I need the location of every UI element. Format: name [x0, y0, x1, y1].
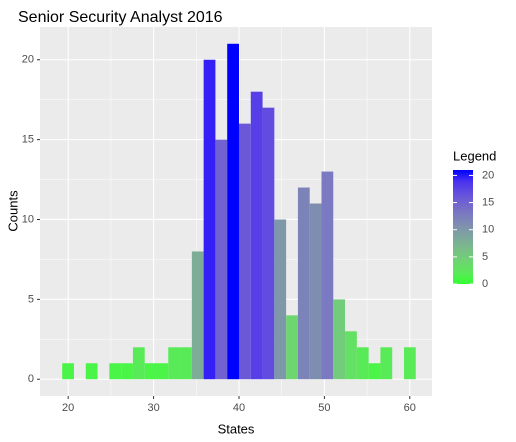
bar [109, 363, 122, 380]
bar [203, 59, 216, 380]
bar [380, 347, 393, 380]
legend-colorbar [453, 170, 473, 284]
bar [403, 347, 416, 380]
x-tick-label: 60 [404, 402, 416, 414]
bar [250, 91, 263, 380]
x-tick-label: 30 [147, 402, 159, 414]
y-tick-label: 0 [28, 373, 34, 385]
legend-tick-label: 15 [482, 196, 494, 208]
bar [356, 347, 369, 380]
bar [274, 219, 287, 380]
x-tick-label: 20 [62, 402, 74, 414]
bar [345, 331, 357, 380]
chart-title: Senior Security Analyst 2016 [18, 9, 223, 26]
y-tick-label: 10 [22, 213, 34, 225]
x-axis-label: States [218, 421, 255, 436]
bar [132, 347, 145, 380]
x-tick-label: 40 [233, 402, 245, 414]
legend-title: Legend [453, 148, 496, 163]
bar [238, 123, 251, 380]
bar [333, 299, 346, 380]
bar [262, 107, 275, 380]
bar [368, 363, 381, 380]
bar [85, 363, 98, 380]
bar [215, 139, 228, 380]
bar [180, 347, 192, 380]
bar [191, 251, 204, 380]
bar [227, 43, 239, 380]
bar [144, 363, 157, 380]
bar [286, 315, 298, 380]
legend-tick-label: 20 [482, 169, 494, 181]
bar [168, 347, 181, 380]
bar [121, 363, 133, 380]
y-axis-label: Counts [5, 190, 20, 232]
x-tick-label: 50 [318, 402, 330, 414]
bar [309, 203, 322, 380]
legend-tick-label: 0 [482, 278, 488, 290]
y-tick-label: 15 [22, 134, 34, 146]
bar [321, 171, 334, 380]
legend-tick-label: 10 [482, 224, 494, 236]
bar [62, 363, 74, 380]
bar [156, 363, 169, 380]
bar [297, 187, 310, 380]
legend-tick-label: 5 [482, 251, 488, 263]
y-tick-label: 5 [28, 293, 34, 305]
y-tick-label: 20 [22, 54, 34, 66]
